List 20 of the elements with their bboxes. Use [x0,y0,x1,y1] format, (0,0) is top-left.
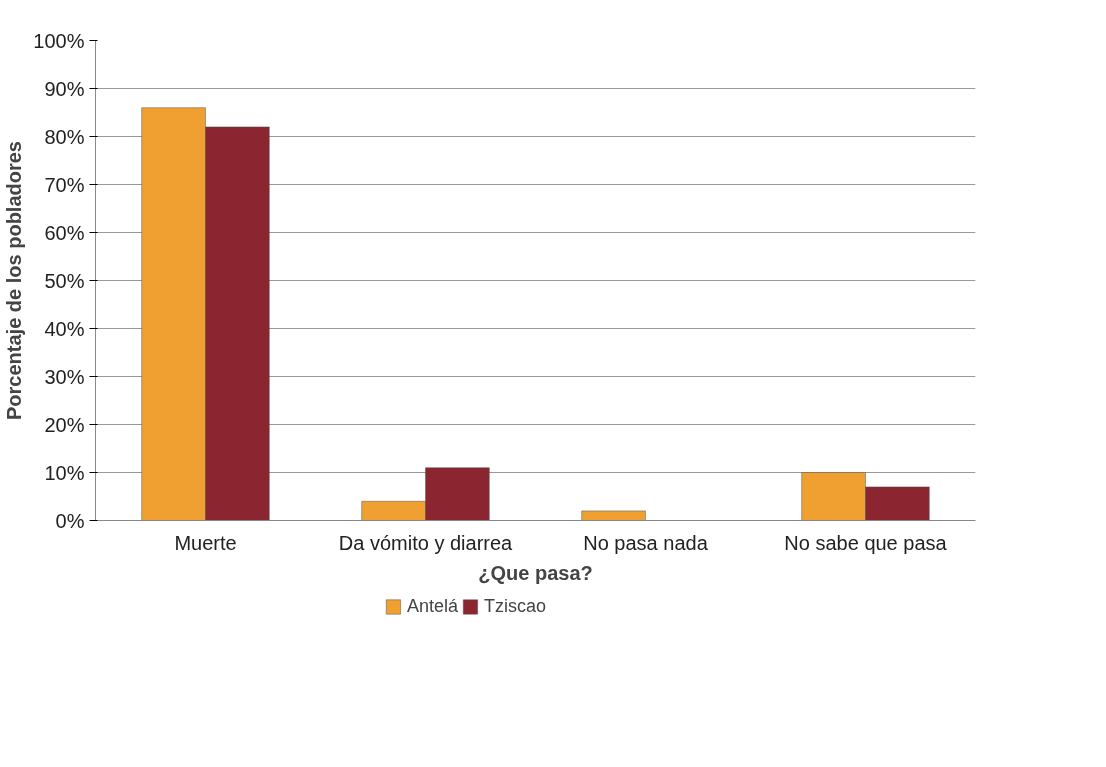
y-tick-label: 50% [44,269,85,292]
x-tick-label: No sabe que pasa [784,531,948,554]
y-tick-label: 30% [44,365,85,388]
x-tick-label: No pasa nada [583,531,709,554]
y-tick-label: 0% [55,509,85,532]
y-tick-label: 20% [44,413,85,436]
x-axis-title: ¿Que pasa? [478,561,593,584]
y-tick-label: 80% [44,125,85,148]
x-tick-label: Da vómito y diarrea [338,531,514,554]
y-tick-label: 100% [33,29,85,52]
legend-label: Antelá [406,595,458,617]
y-axis-title: Porcentaje de los pobladores [3,141,26,420]
y-tick-label: 70% [44,173,85,196]
y-tick-label: 10% [44,461,85,484]
bar [581,510,646,521]
y-tick-label: 40% [44,317,85,340]
x-tick-label: Muerte [174,531,237,554]
y-tick-label: 60% [44,221,85,244]
legend-label: Tziscao [484,595,547,617]
y-tick-label: 90% [44,77,85,100]
